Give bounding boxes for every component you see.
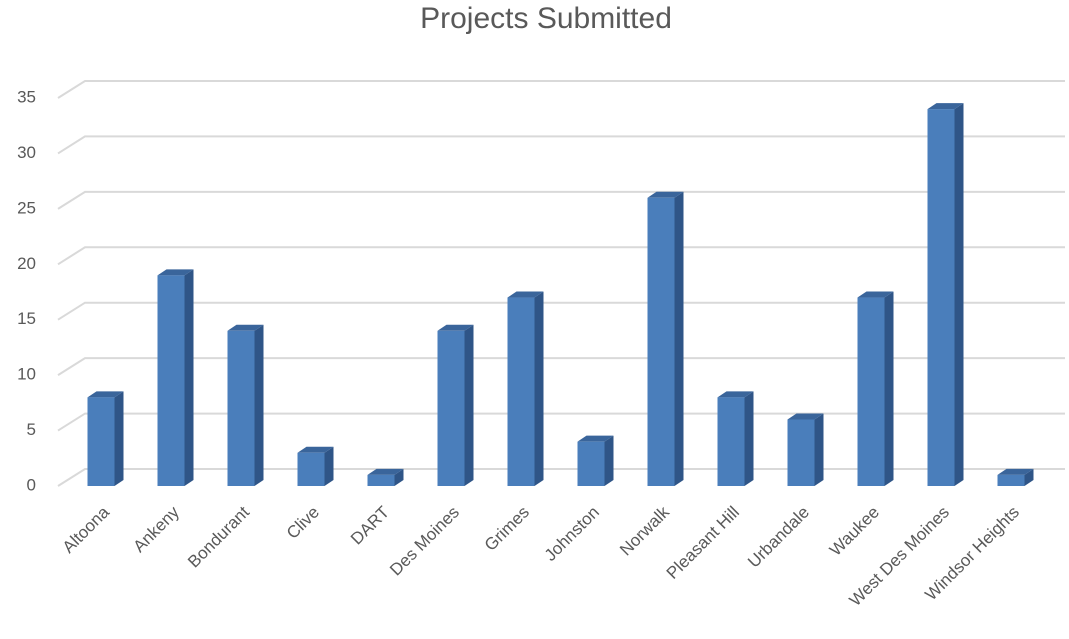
- bar: [927, 109, 955, 486]
- bar: [997, 474, 1025, 486]
- y-tick-label: 5: [27, 420, 36, 439]
- bar-top: [577, 435, 614, 442]
- x-tick-label: Pleasant Hill: [663, 503, 743, 583]
- bar-top: [87, 391, 124, 398]
- bar-side: [954, 103, 964, 486]
- bar-side: [324, 446, 334, 486]
- bar-side: [814, 413, 824, 486]
- x-tick-label: Des Moines: [386, 503, 463, 580]
- bar-top: [367, 468, 404, 475]
- bar: [857, 297, 885, 486]
- grid-line: [57, 80, 1065, 99]
- bar-top: [647, 191, 684, 198]
- y-tick-label: 30: [17, 143, 36, 162]
- chart-title: Projects Submitted: [420, 2, 672, 35]
- bar-side: [604, 435, 614, 486]
- bar: [227, 330, 255, 486]
- bar-side: [744, 391, 754, 486]
- y-tick-label: 25: [17, 198, 36, 217]
- bar-side: [534, 291, 544, 486]
- y-tick-label: 15: [17, 309, 36, 328]
- bar: [367, 474, 395, 486]
- grid-line: [57, 135, 1065, 155]
- bar: [577, 441, 605, 486]
- x-tick-label: Norwalk: [616, 502, 673, 559]
- grid-line: [57, 412, 1065, 432]
- bar: [157, 275, 185, 486]
- bar: [87, 397, 115, 486]
- bar-top: [857, 291, 894, 298]
- bar: [717, 397, 745, 486]
- bar-top: [717, 391, 754, 398]
- bar-side: [254, 324, 264, 486]
- bar-top: [227, 324, 264, 331]
- bar: [647, 197, 675, 486]
- bar-top: [507, 291, 544, 298]
- y-tick-label: 20: [17, 254, 36, 273]
- bar-side: [114, 391, 124, 486]
- grid-line: [57, 357, 1065, 376]
- x-tick-label: Johnston: [541, 503, 603, 565]
- bar-side: [394, 468, 404, 486]
- bar-side: [1024, 468, 1034, 486]
- grid-line: [57, 301, 1065, 321]
- x-tick-label: Grimes: [481, 503, 533, 555]
- bar-side: [184, 269, 194, 486]
- y-tick-label: 10: [17, 365, 36, 384]
- x-tick-label: Clive: [283, 503, 323, 543]
- bar: [297, 452, 325, 486]
- bar: [787, 419, 815, 486]
- x-tick-label: Waukee: [826, 503, 883, 560]
- bar: [437, 330, 465, 486]
- x-tick-label: DART: [347, 503, 393, 549]
- grid-line: [57, 246, 1065, 266]
- grid-line: [57, 468, 1065, 487]
- x-tick-label: Ankeny: [129, 502, 183, 556]
- bar-top: [157, 269, 194, 276]
- bar-top: [927, 103, 964, 110]
- bar-side: [464, 324, 474, 486]
- bar-side: [674, 191, 684, 486]
- bar-top: [997, 468, 1034, 475]
- grid-line: [57, 190, 1065, 210]
- x-tick-label: Urbandale: [744, 503, 813, 572]
- bar-top: [787, 413, 824, 420]
- bar-top: [437, 324, 474, 331]
- x-tick-label: Bondurant: [184, 502, 253, 571]
- bar-top: [297, 446, 334, 453]
- y-tick-label: 35: [17, 87, 36, 106]
- bar: [507, 297, 535, 486]
- bar-side: [884, 291, 894, 486]
- x-tick-label: Altoona: [59, 502, 114, 557]
- y-tick-label: 0: [27, 475, 36, 494]
